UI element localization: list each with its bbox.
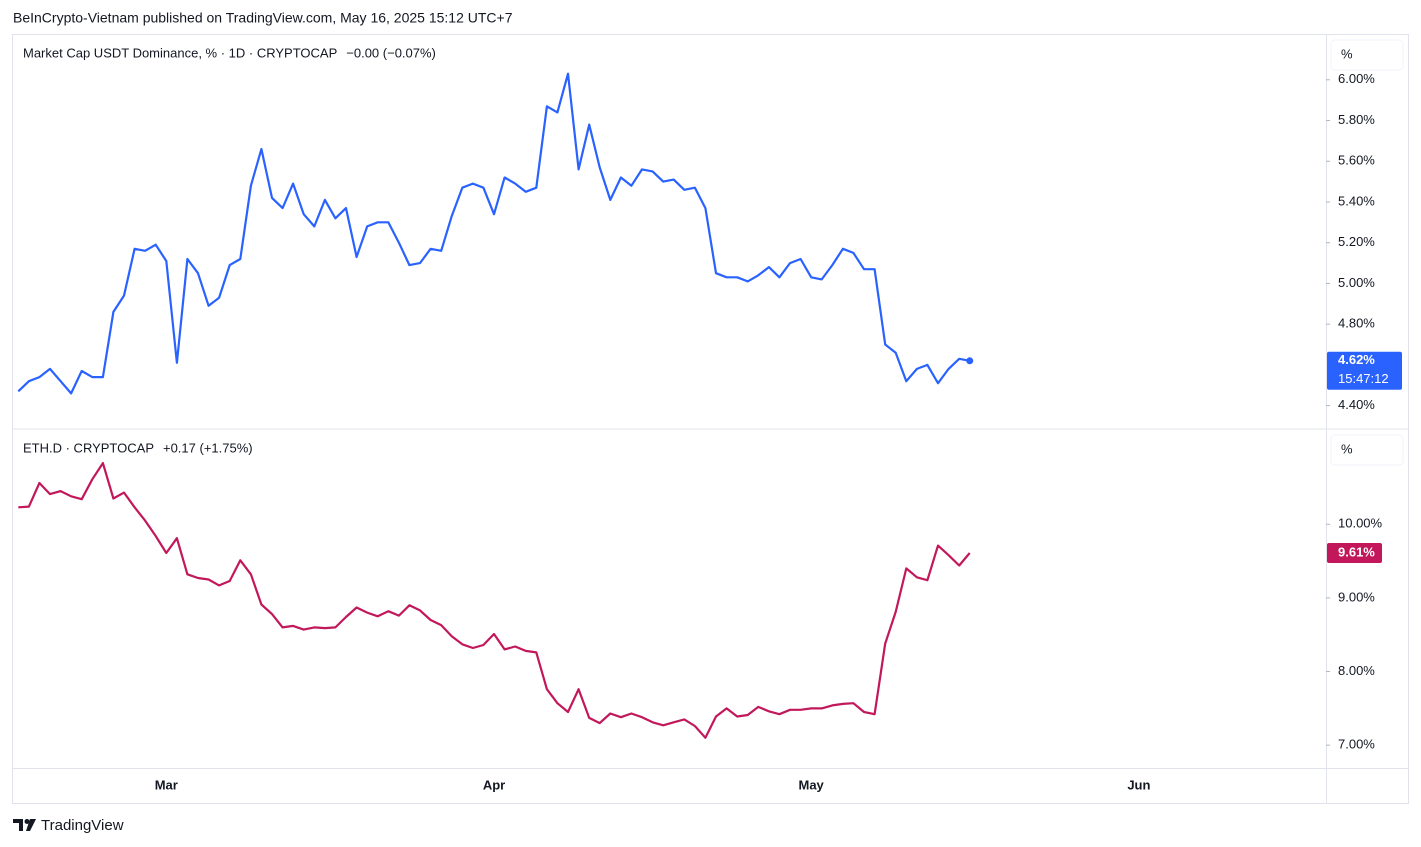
y-tick-label: 5.80% xyxy=(1338,112,1375,127)
last-point xyxy=(966,357,974,365)
y-tick-label: 10.00% xyxy=(1338,516,1383,531)
x-tick-label: Apr xyxy=(483,777,505,792)
scale-mode-button[interactable] xyxy=(1330,39,1404,71)
brand: TradingView xyxy=(41,817,124,834)
y-tick-label: 5.40% xyxy=(1338,193,1375,208)
y-tick-label: 6.00% xyxy=(1338,71,1375,86)
y-tick-label: 5.20% xyxy=(1338,234,1375,249)
y-tick-label: 5.60% xyxy=(1338,153,1375,168)
line-series xyxy=(17,72,970,395)
frame xyxy=(12,34,1409,804)
x-tick-label: May xyxy=(799,777,825,792)
line-series xyxy=(18,462,971,739)
last-value-box xyxy=(1327,351,1402,390)
scale-mode-label: % xyxy=(1341,46,1353,61)
legend-title: ETH.D · CRYPTOCAP xyxy=(23,440,154,455)
countdown: 15:47:12 xyxy=(1338,371,1389,386)
scale-mode-button[interactable] xyxy=(1330,434,1404,466)
y-tick-label: 7.00% xyxy=(1338,737,1375,752)
x-tick-label: Mar xyxy=(155,777,178,792)
legend-change: +0.17 (+1.75%) xyxy=(163,440,253,455)
x-tick-label: Jun xyxy=(1127,777,1150,792)
last-value-box xyxy=(1327,542,1382,563)
y-tick-label: 9.00% xyxy=(1338,589,1375,604)
last-value-label: 4.62% xyxy=(1338,352,1375,367)
y-tick-label: 4.80% xyxy=(1338,316,1375,331)
legend-title: Market Cap USDT Dominance, % · 1D · CRYP… xyxy=(23,45,337,60)
y-tick-label: 4.40% xyxy=(1338,397,1375,412)
logo xyxy=(13,819,36,831)
last-value-label: 9.61% xyxy=(1338,544,1375,559)
scale-mode-label: % xyxy=(1341,441,1353,456)
y-tick-label: 5.00% xyxy=(1338,275,1375,290)
legend-change: −0.00 (−0.07%) xyxy=(346,45,436,60)
y-tick-label: 8.00% xyxy=(1338,663,1375,678)
publisher: BeInCrypto-Vietnam published on TradingV… xyxy=(13,10,513,26)
